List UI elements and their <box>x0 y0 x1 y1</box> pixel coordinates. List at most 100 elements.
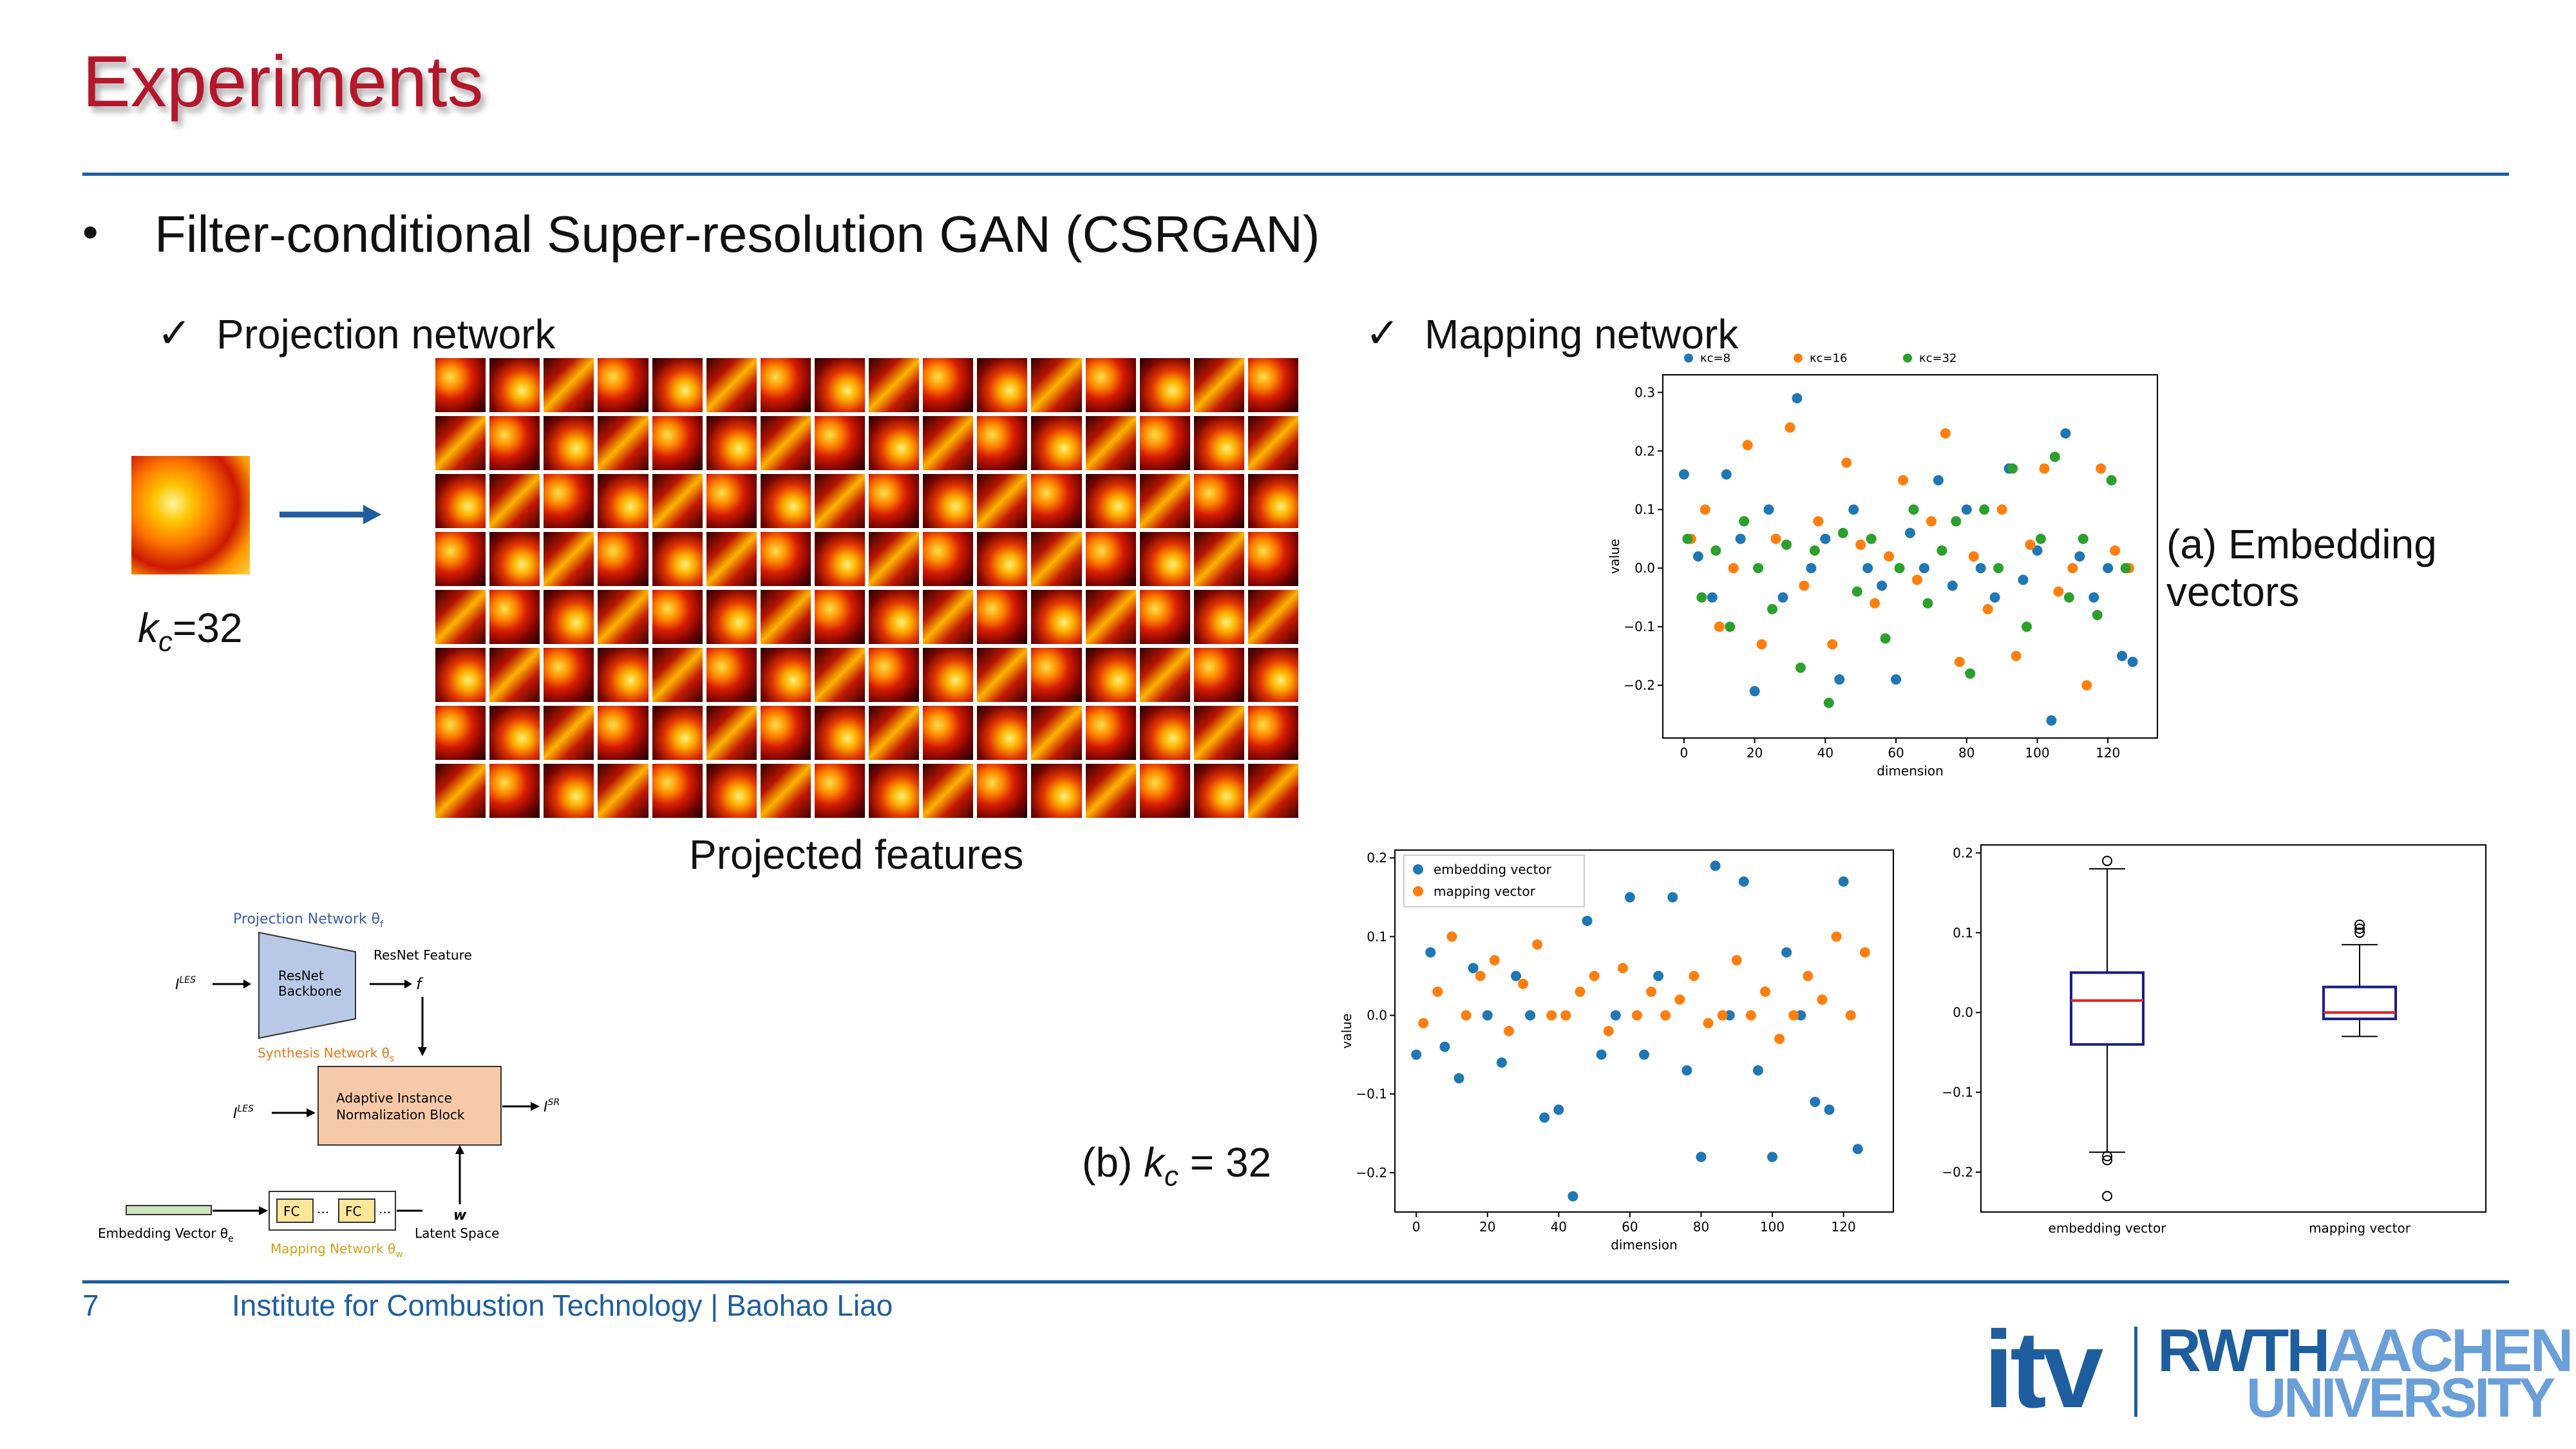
data-point <box>2117 650 2128 661</box>
x-tick-label: 120 <box>1832 1219 1856 1235</box>
feature-map-cell <box>1085 648 1136 702</box>
data-point <box>1979 504 1990 515</box>
legend-box <box>1403 855 1585 907</box>
data-point <box>1696 592 1707 603</box>
data-point <box>1965 668 1976 679</box>
data-point <box>1834 674 1845 685</box>
data-point <box>1824 1104 1835 1115</box>
data-point <box>1799 580 1810 591</box>
data-point <box>1446 931 1457 942</box>
feature-map-cell <box>1085 764 1136 818</box>
data-point <box>1806 563 1817 574</box>
feature-map-cell <box>706 416 757 470</box>
y-axis-label: value <box>1339 1014 1354 1049</box>
feature-map-cell <box>760 706 811 760</box>
data-point <box>1841 457 1852 468</box>
data-point <box>1831 931 1842 942</box>
feature-map-cell <box>814 474 865 528</box>
data-point <box>1898 475 1909 486</box>
feature-map-cell <box>1193 648 1244 702</box>
x-tick-label: 0 <box>1412 1219 1421 1235</box>
data-point <box>2096 463 2107 474</box>
feature-map-cell <box>869 532 920 586</box>
y-tick-label: 0.1 <box>1634 502 1655 517</box>
outlier <box>2102 855 2112 866</box>
legend-label: κc=32 <box>1919 352 1957 365</box>
data-point <box>2127 656 2138 667</box>
projected-features-grid <box>435 358 1298 818</box>
feature-map-cell <box>1031 648 1082 702</box>
data-point <box>1439 1041 1450 1052</box>
feature-map-cell <box>923 648 974 702</box>
data-point <box>1482 1010 1493 1021</box>
feature-map-cell <box>1085 416 1136 470</box>
x-tick-label: 0 <box>1680 745 1689 761</box>
feature-map-cell <box>977 532 1028 586</box>
data-point <box>2067 563 2078 574</box>
resnet-feature-label: ResNet Feature <box>374 947 472 963</box>
feature-map-cell <box>544 532 594 586</box>
feature-map-cell <box>1031 706 1082 760</box>
data-point <box>1752 1065 1763 1076</box>
feature-map-cell <box>1193 474 1244 528</box>
feature-map-cell <box>760 474 811 528</box>
data-point <box>1870 598 1880 609</box>
synthesis-network-title: Synthesis Network θs <box>258 1045 394 1064</box>
kc-label: kc=32 <box>138 605 243 658</box>
data-point <box>1725 621 1736 632</box>
data-point <box>1710 545 1721 556</box>
data-point <box>1735 533 1746 544</box>
data-point <box>1745 1010 1756 1021</box>
feature-map-cell <box>923 532 974 586</box>
feature-map-cell <box>1085 474 1136 528</box>
feature-map-cell <box>1139 416 1190 470</box>
svg-text:FC: FC <box>345 1204 361 1219</box>
data-point <box>1749 686 1760 697</box>
feature-map-cell <box>598 532 649 586</box>
feature-map-cell <box>489 590 540 644</box>
feature-map-cell <box>760 648 811 702</box>
data-point <box>1770 533 1781 544</box>
data-point <box>1617 963 1628 974</box>
data-point <box>1785 422 1795 433</box>
arrow-icon <box>279 505 381 524</box>
data-point <box>1681 1065 1692 1076</box>
data-point <box>1518 978 1529 989</box>
data-point <box>1954 656 1965 667</box>
y-tick-label: −0.1 <box>1356 1086 1387 1102</box>
y-tick-label: −0.2 <box>1942 1164 1973 1180</box>
mapping-network-title: Mapping Network θw <box>270 1241 403 1260</box>
data-point <box>1575 986 1586 997</box>
data-point <box>1880 633 1891 644</box>
y-tick-label: −0.2 <box>1624 677 1655 693</box>
data-point <box>1795 662 1806 673</box>
data-point <box>1692 551 1703 562</box>
feature-map-cell <box>706 590 757 644</box>
data-point <box>1503 1026 1514 1036</box>
outlier <box>2102 1151 2112 1162</box>
data-point <box>1660 1010 1671 1021</box>
fc-layer-2 <box>338 1198 375 1223</box>
feature-map-cell <box>1085 590 1136 644</box>
feature-map-cell <box>760 358 811 412</box>
data-point <box>1817 994 1828 1005</box>
feature-map-cell <box>977 416 1028 470</box>
data-point <box>2046 715 2057 726</box>
rwth-logo: RWTHAACHEN <box>2157 1316 2573 1384</box>
fc-layer-1 <box>276 1198 314 1223</box>
y-tick-label: −0.1 <box>1624 619 1655 634</box>
outlier <box>2102 1155 2112 1166</box>
architecture-diagram: Projection Network θf ResNet Backbone Re… <box>98 911 560 1260</box>
data-point <box>1866 533 1877 544</box>
data-point <box>1454 1073 1464 1084</box>
data-point <box>1742 440 1753 451</box>
feature-map-cell <box>652 706 703 760</box>
data-point <box>1475 971 1486 981</box>
category-label: mapping vector <box>2309 1220 2411 1236</box>
data-point <box>1884 551 1895 562</box>
feature-map-cell <box>923 358 974 412</box>
data-point <box>1489 955 1500 966</box>
data-point <box>1496 1057 1507 1068</box>
svg-text:...: ... <box>317 1201 329 1217</box>
data-point <box>1795 1010 1806 1021</box>
